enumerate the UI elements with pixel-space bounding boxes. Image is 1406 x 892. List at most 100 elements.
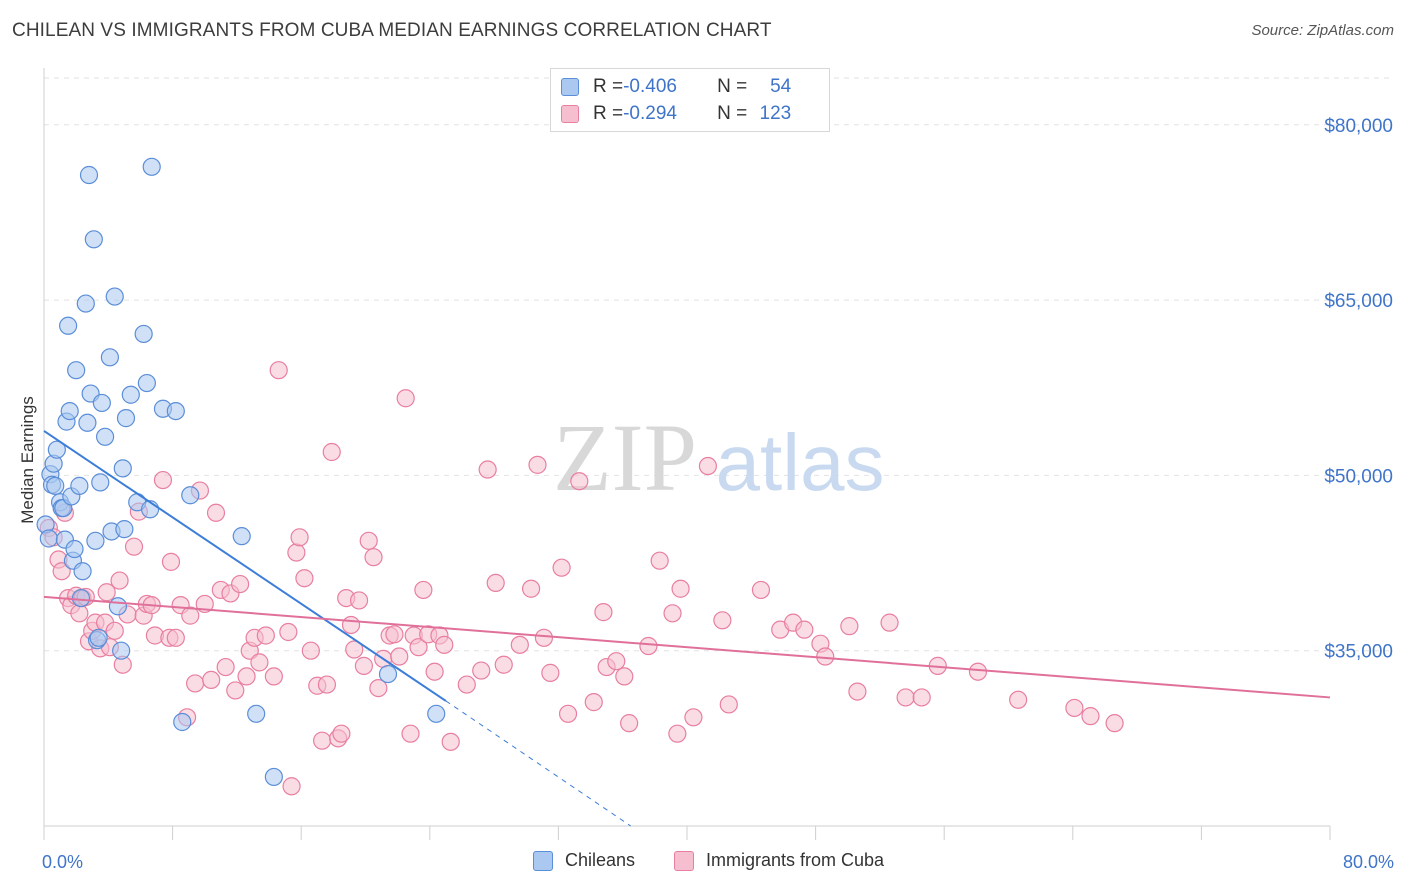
chart-title: CHILEAN VS IMMIGRANTS FROM CUBA MEDIAN E… xyxy=(12,20,772,41)
data-point-cuba xyxy=(528,455,547,474)
data-point-cuba xyxy=(186,674,205,693)
data-point-chilean xyxy=(137,373,156,393)
legend-swatch-chileans xyxy=(561,78,579,96)
legend-r-value: -0.294 xyxy=(623,103,677,124)
data-point-cuba xyxy=(558,704,578,723)
data-point-cuba xyxy=(295,569,314,588)
data-point-cuba xyxy=(1009,690,1028,709)
data-point-cuba xyxy=(494,655,513,674)
data-point-cuba xyxy=(354,656,373,675)
data-point-cuba xyxy=(1081,707,1100,726)
data-point-cuba xyxy=(385,625,404,644)
data-point-cuba xyxy=(441,732,460,751)
data-point-cuba xyxy=(414,580,433,600)
data-point-chilean xyxy=(71,588,91,608)
data-point-cuba xyxy=(848,682,867,701)
legend-r-label: R = xyxy=(593,76,624,97)
data-point-cuba xyxy=(282,777,301,796)
data-point-cuba xyxy=(364,548,383,567)
legend-r-value: -0.406 xyxy=(623,76,677,97)
data-point-chilean xyxy=(84,230,103,249)
data-point-chilean xyxy=(86,531,105,550)
data-point-cuba xyxy=(639,636,658,656)
data-point-chilean xyxy=(181,486,200,505)
data-point-cuba xyxy=(153,470,173,490)
data-point-cuba xyxy=(161,552,181,571)
data-point-cuba xyxy=(510,635,529,654)
data-point-cuba xyxy=(1065,698,1084,718)
data-point-cuba xyxy=(534,628,554,647)
data-point-chilean xyxy=(173,712,192,732)
legend-item-chileans[interactable]: Chileans xyxy=(533,850,635,871)
data-point-cuba xyxy=(663,604,682,623)
data-point-cuba xyxy=(349,591,369,610)
data-point-chilean xyxy=(92,393,111,413)
legend-label-cuba: Immigrants from Cuba xyxy=(706,850,885,870)
data-point-cuba xyxy=(359,531,378,550)
data-point-cuba xyxy=(369,678,388,698)
data-point-cuba xyxy=(264,667,283,686)
data-point-cuba xyxy=(472,661,491,680)
data-point-chilean xyxy=(46,476,65,495)
data-point-cuba xyxy=(256,626,275,645)
data-point-cuba xyxy=(390,647,409,666)
trend-line-chileans xyxy=(43,430,447,702)
data-point-chilean xyxy=(247,704,266,723)
legend-n-label: N = xyxy=(717,103,748,124)
y-tick-labels: $35,000 $50,000 $65,000 $80,000 xyxy=(1324,116,1393,663)
data-point-chilean xyxy=(70,476,89,495)
legend-row-cuba: R = -0.294 N = 123 xyxy=(561,101,791,127)
data-point-cuba xyxy=(968,662,988,681)
data-point-chilean xyxy=(166,401,185,421)
data-point-cuba xyxy=(840,617,859,636)
data-point-chilean xyxy=(76,294,95,313)
data-point-cuba xyxy=(401,724,420,743)
data-point-chilean xyxy=(47,440,66,459)
gridlines xyxy=(44,77,1392,652)
axes xyxy=(43,68,1331,840)
data-point-cuba xyxy=(425,662,444,681)
data-point-chilean xyxy=(113,459,132,478)
data-point-cuba xyxy=(322,442,341,462)
data-point-chilean xyxy=(67,361,86,380)
data-point-chilean xyxy=(78,413,97,432)
data-point-cuba xyxy=(880,613,899,632)
data-point-cuba xyxy=(541,663,560,682)
data-point-cuba xyxy=(457,675,476,694)
data-point-cuba xyxy=(435,635,454,654)
data-point-cuba xyxy=(332,724,351,743)
correlation-legend: R = -0.406 N = 54 R = -0.294 N = 123 xyxy=(550,68,830,132)
data-point-chilean xyxy=(108,597,128,616)
data-point-chilean xyxy=(105,287,124,306)
watermark-zip: ZIP xyxy=(553,404,697,511)
data-point-chilean xyxy=(79,165,99,185)
y-tick-label: $65,000 xyxy=(1324,291,1393,312)
legend-swatch-chileans xyxy=(533,850,553,871)
data-point-cuba xyxy=(615,667,634,686)
data-point-chilean xyxy=(91,473,110,492)
legend-item-cuba[interactable]: Immigrants from Cuba xyxy=(674,850,884,871)
data-point-cuba xyxy=(269,361,288,380)
trend-line-chileans-extension xyxy=(445,700,632,827)
data-point-chilean xyxy=(39,529,58,548)
data-point-cuba xyxy=(713,611,732,630)
data-point-chilean xyxy=(112,641,131,660)
data-point-cuba xyxy=(584,693,603,712)
data-point-cuba xyxy=(216,657,235,677)
data-point-cuba xyxy=(97,583,116,602)
data-point-cuba xyxy=(751,580,771,600)
data-point-cuba xyxy=(317,675,337,694)
watermark-atlas: atlas xyxy=(716,418,885,507)
data-point-cuba xyxy=(124,537,144,556)
legend-swatch-cuba xyxy=(674,850,694,871)
y-tick-label: $35,000 xyxy=(1324,642,1393,663)
data-point-cuba xyxy=(105,621,124,640)
data-point-cuba xyxy=(486,573,505,593)
source-credit: Source: ZipAtlas.com xyxy=(1251,22,1394,39)
data-point-cuba xyxy=(181,606,200,625)
data-point-chilean xyxy=(264,767,283,787)
data-point-cuba xyxy=(570,472,589,491)
data-point-cuba xyxy=(896,688,915,707)
data-point-chilean xyxy=(115,520,134,539)
legend-n-value: 123 xyxy=(759,103,792,124)
